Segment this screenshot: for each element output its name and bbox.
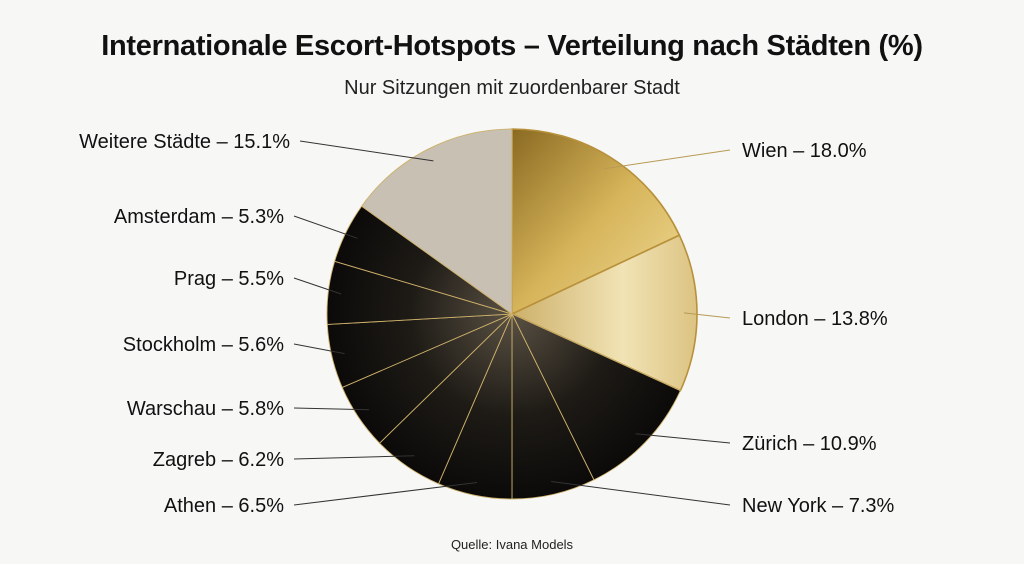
pie-slice-wien [511, 128, 681, 316]
source-note: Quelle: Ivana Models [450, 537, 574, 552]
pie-slice-london [510, 234, 698, 392]
leader-line [293, 455, 415, 460]
slice-label: Zürich – 10.9% [742, 433, 877, 455]
slice-label: Prag – 5.5% [174, 268, 284, 290]
leader-line [604, 149, 731, 170]
leader-line [293, 482, 478, 506]
leader-line [635, 433, 731, 444]
leader-line [293, 407, 370, 411]
slice-label: New York – 7.3% [742, 495, 895, 517]
slice-label: London – 13.8% [742, 308, 888, 330]
slice-label: Warschau – 5.8% [127, 398, 284, 420]
chart-subtitle: Nur Sitzungen mit zuordenbarer Stadt [344, 77, 680, 99]
slice-label: Weitere Städte – 15.1% [79, 131, 290, 153]
leader-line [551, 481, 731, 506]
slice-label: Wien – 18.0% [742, 140, 867, 162]
slice-label: Athen – 6.5% [164, 495, 284, 517]
slice-label: Zagreb – 6.2% [153, 449, 284, 471]
slice-label: Stockholm – 5.6% [123, 334, 284, 356]
leader-line [293, 277, 342, 295]
leader-line [293, 343, 345, 355]
pie-slice-weitere-städte [361, 128, 513, 315]
pie-slice-zürich [511, 313, 681, 481]
slice-label: Amsterdam – 5.3% [114, 206, 284, 228]
leader-line [299, 140, 434, 162]
leader-line [293, 215, 358, 239]
leader-line [683, 312, 731, 319]
chart-title: Internationale Escort-Hotspots – Verteil… [101, 30, 923, 62]
